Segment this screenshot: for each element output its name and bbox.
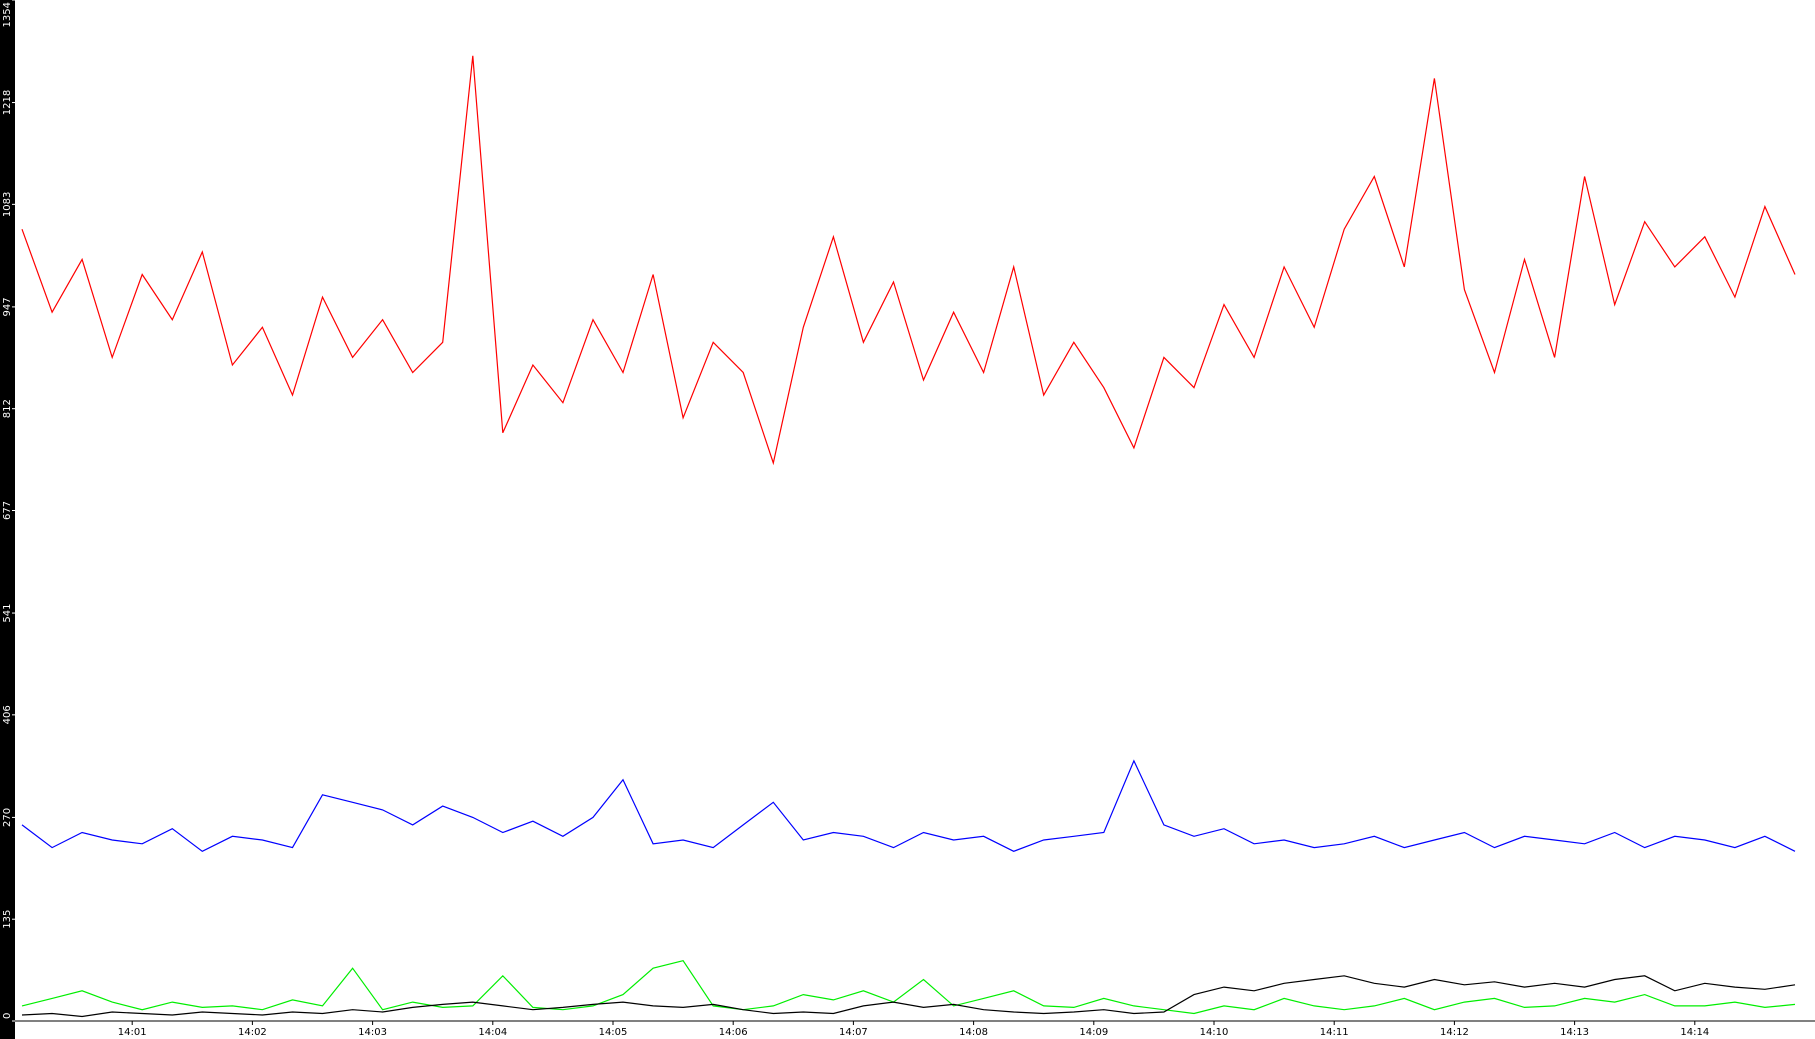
y-tick-label: 947 [2,297,13,316]
x-tick-label: 14:11 [1320,1027,1349,1038]
y-tick-label: 1083 [2,192,13,217]
x-tick-label: 14:06 [719,1027,748,1038]
series-line [21,975,1796,1018]
x-tick-label: 14:12 [1440,1027,1469,1038]
x-tick-label: 14:03 [358,1027,387,1038]
x-tick-label: 14:10 [1200,1027,1229,1038]
series-line [21,759,1796,853]
x-tick-label: 14:04 [478,1027,507,1038]
x-tick-label: 14:09 [1079,1027,1108,1038]
x-tick-label: 14:13 [1560,1027,1589,1038]
x-tick-label: 14:02 [238,1027,267,1038]
y-axis-strip [0,0,15,1039]
y-tick-label: 270 [2,808,13,827]
x-tick-label: 14:08 [959,1027,988,1038]
y-tick-label: 541 [2,604,13,623]
y-tick-label: 1218 [2,90,13,115]
x-tick-label: 14:01 [118,1027,147,1038]
y-tick-label: 0 [2,1013,13,1019]
y-tick-label: 812 [2,399,13,418]
x-tick-label: 14:14 [1680,1027,1709,1038]
y-tick-label: 135 [2,910,13,929]
y-tick-label: 677 [2,501,13,520]
y-tick-label: 406 [2,705,13,724]
y-tick-label: 1354 [2,2,13,27]
series-line [21,960,1796,1015]
series-line [21,55,1796,466]
x-tick-label: 14:05 [599,1027,628,1038]
x-tick-label: 14:07 [839,1027,868,1038]
